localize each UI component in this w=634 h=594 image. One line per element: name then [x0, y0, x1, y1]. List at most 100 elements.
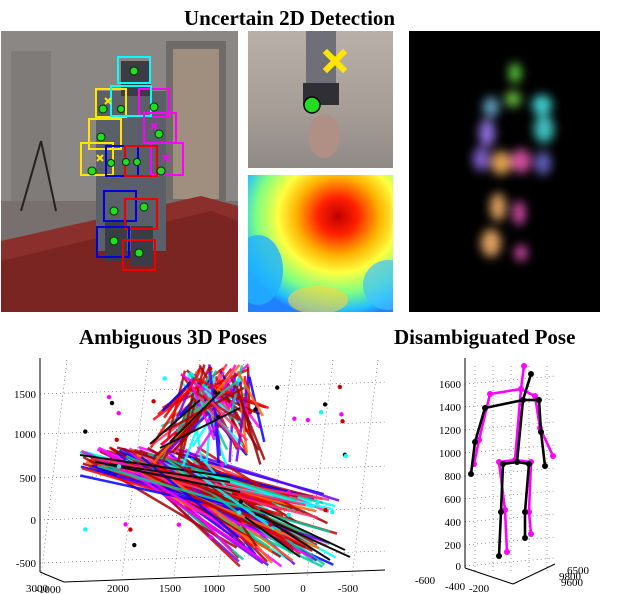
- pose-bone: [92, 455, 306, 507]
- pose-bone: [97, 464, 331, 534]
- pose-joint: [536, 397, 542, 403]
- detection-boxes: [80, 56, 184, 271]
- pose-bone-black: [159, 407, 241, 449]
- pose-bone: [472, 439, 481, 465]
- pose-joint: [176, 522, 182, 527]
- pose-joint: [518, 386, 524, 392]
- pose-bone: [521, 373, 533, 401]
- x-tick-label: 3000: [26, 583, 49, 594]
- pose-bone-black: [149, 399, 201, 445]
- pose-joint: [207, 366, 213, 371]
- pose-joint: [268, 522, 273, 527]
- pose-bone: [198, 387, 249, 442]
- y-tick-label: 1000: [14, 429, 37, 441]
- y-tick-label: 800: [445, 471, 462, 483]
- y-tick-label: 1400: [439, 402, 462, 414]
- pose-joint: [500, 461, 506, 467]
- x-tick-label-overlap: -1000: [35, 584, 61, 594]
- x-tick-label: -600: [415, 575, 436, 587]
- pose-joint: [132, 542, 137, 548]
- pose-joint: [487, 391, 493, 397]
- x-tick-label: -200: [469, 583, 490, 594]
- pose-joint: [329, 509, 335, 515]
- pose-joint: [123, 522, 128, 527]
- pose-joint: [212, 390, 218, 395]
- pose-joint: [236, 510, 242, 515]
- x-tick-label: 500: [254, 583, 271, 594]
- x-tick-label: 2000: [107, 583, 130, 594]
- pose-bone: [477, 393, 492, 441]
- pose-bone-black: [79, 454, 231, 478]
- pose-bone: [539, 431, 547, 467]
- pose-joint: [339, 412, 344, 417]
- title-ambiguous-3d: Ambiguous 3D Poses: [79, 325, 267, 349]
- x-grid-line: [351, 359, 379, 577]
- pose-joint: [216, 414, 221, 420]
- pose-joint: [83, 429, 88, 434]
- pose-joint: [151, 399, 156, 404]
- x-grid-line: [40, 359, 68, 577]
- pose-joint: [286, 490, 291, 495]
- pose-bone: [140, 455, 240, 539]
- pose-joint: [275, 385, 280, 390]
- pose-joint: [318, 410, 324, 415]
- pose-joint: [343, 453, 349, 459]
- x-tick-label: 1000: [203, 583, 226, 594]
- y-tick-label: 1500: [14, 389, 37, 401]
- pose-joint: [526, 461, 532, 467]
- pose-joint: [238, 499, 243, 504]
- pose-heatmap: [409, 31, 600, 312]
- pose-bone: [236, 370, 265, 417]
- y-tick-label: 200: [445, 540, 462, 552]
- pose-joint: [208, 534, 214, 540]
- pose-joint: [528, 371, 534, 377]
- photo-with-detections: [1, 31, 238, 312]
- y-tick-label: 1200: [439, 425, 462, 437]
- y-grid-line: [464, 375, 556, 385]
- y-grid-line: [464, 557, 556, 567]
- pose-bone: [515, 399, 525, 463]
- pose-joint: [236, 377, 242, 383]
- pose-joint: [83, 527, 88, 532]
- title-disambiguated: Disambiguated Pose: [394, 325, 576, 349]
- y-tick-label: 1600: [439, 379, 462, 391]
- pose-bone: [161, 381, 192, 412]
- pose-joint: [468, 471, 474, 477]
- yellow-cross-marker: [322, 48, 348, 74]
- pose-bone: [489, 387, 522, 396]
- pose-joint: [514, 459, 520, 465]
- pose-bone: [523, 463, 531, 513]
- y-tick-label: 0: [31, 515, 37, 527]
- pose-bone: [519, 365, 526, 390]
- title-uncertain-2d: Uncertain 2D Detection: [184, 6, 396, 30]
- pose-bone: [193, 471, 276, 531]
- y-grid-line: [39, 550, 386, 564]
- pose-bone: [537, 399, 543, 433]
- pose-joint: [286, 512, 291, 517]
- pose-joint: [323, 507, 328, 513]
- pose-bone: [473, 407, 487, 443]
- x-tick-label: -500: [338, 583, 359, 594]
- pose-joint: [340, 419, 345, 424]
- pose-joint: [162, 376, 167, 381]
- pose-bone: [235, 385, 262, 465]
- pose-bone: [469, 441, 477, 475]
- pose-bone-black: [244, 516, 301, 558]
- x-grid-line: [306, 359, 334, 577]
- pose-joint: [498, 509, 504, 515]
- y-tick-label: 500: [20, 473, 37, 485]
- pose-joint: [322, 402, 328, 407]
- y-grid-line: [464, 536, 556, 546]
- pose-joint: [550, 453, 556, 459]
- pose-joint: [472, 439, 478, 445]
- green-point-marker: [303, 96, 321, 114]
- ambiguous-3d-chart: 1500 1000 500 0 -500 3000 2000 1500 1000 500 0 -50…: [0, 352, 390, 594]
- pose-joint: [542, 463, 548, 469]
- y-tick-label: 1000: [439, 448, 462, 460]
- pose-joint: [247, 409, 253, 415]
- pose-bone-black: [169, 391, 221, 443]
- y-tick-label: 0: [456, 561, 462, 573]
- pose-joint: [128, 527, 133, 532]
- x-tick-label: 1500: [159, 583, 182, 594]
- pose-bone: [503, 509, 509, 553]
